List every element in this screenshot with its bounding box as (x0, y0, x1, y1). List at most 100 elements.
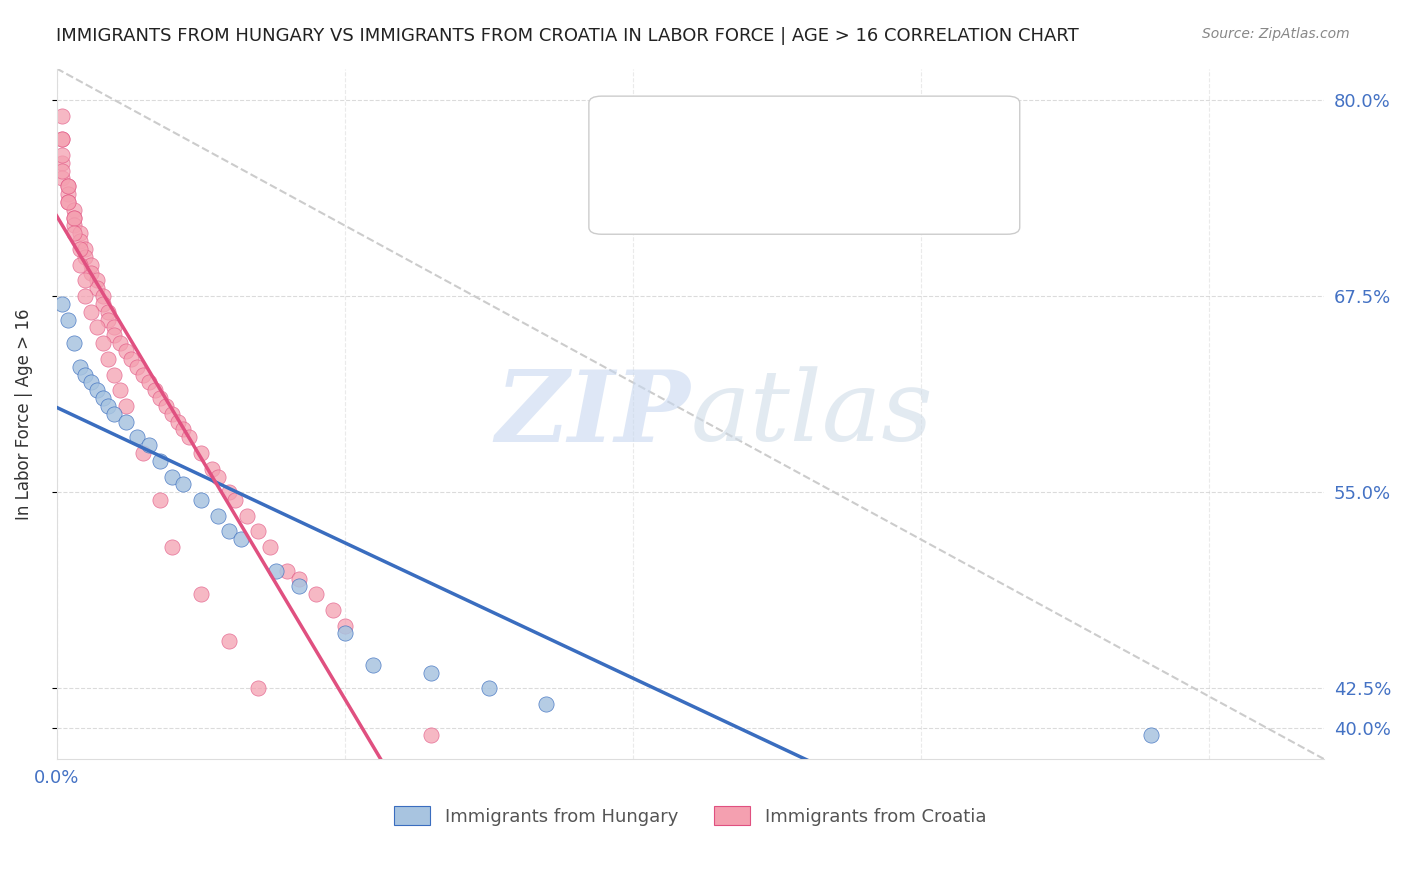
Point (114, 399, 136, 413)
Text: atlas: atlas (690, 366, 934, 461)
Point (86, 281, 108, 295)
Point (287, 572, 309, 586)
Point (56, 179, 79, 194)
Point (63, 211, 86, 225)
Point (80, 376, 103, 390)
Point (166, 415, 188, 429)
Point (114, 415, 136, 429)
Point (132, 446, 155, 460)
Point (75, 250, 97, 264)
Point (97, 399, 120, 413)
Point (172, 422, 194, 436)
Point (69, 227, 91, 241)
Point (132, 368, 155, 382)
Point (229, 533, 252, 547)
Point (322, 603, 344, 617)
Point (69, 234, 91, 248)
Point (160, 469, 183, 483)
Point (536, 697, 558, 711)
Text: IMMIGRANTS FROM HUNGARY VS IMMIGRANTS FROM CROATIA IN LABOR FORCE | AGE > 16 COR: IMMIGRANTS FROM HUNGARY VS IMMIGRANTS FR… (56, 27, 1078, 45)
Point (51, 132, 73, 146)
Point (160, 540, 183, 554)
Point (224, 493, 246, 508)
Point (103, 407, 125, 421)
Point (51, 132, 73, 146)
Point (75, 242, 97, 256)
Point (276, 564, 298, 578)
Point (259, 540, 281, 554)
Point (103, 328, 125, 343)
Point (108, 383, 131, 397)
Point (56, 194, 79, 209)
Point (149, 454, 172, 468)
Point (121, 351, 143, 366)
Point (190, 493, 212, 508)
Point (86, 320, 108, 334)
Point (149, 493, 172, 508)
Point (138, 376, 160, 390)
Point (155, 399, 177, 413)
Point (86, 273, 108, 287)
Y-axis label: In Labor Force | Age > 16: In Labor Force | Age > 16 (15, 308, 32, 519)
Point (69, 242, 91, 256)
Point (51, 297, 73, 311)
Point (51, 171, 73, 186)
Point (97, 351, 120, 366)
Point (478, 681, 501, 696)
Point (247, 524, 270, 539)
FancyBboxPatch shape (589, 96, 1019, 235)
Point (51, 109, 73, 123)
Point (363, 657, 385, 672)
Point (108, 336, 131, 351)
Point (75, 368, 97, 382)
Point (97, 312, 120, 326)
Point (420, 729, 443, 743)
Point (63, 227, 86, 241)
Point (190, 446, 212, 460)
Point (91, 289, 114, 303)
Point (56, 312, 79, 326)
Point (218, 634, 240, 648)
Point (80, 305, 103, 319)
Text: ZIP: ZIP (495, 366, 690, 462)
Point (218, 485, 240, 500)
Point (63, 202, 86, 217)
Point (69, 359, 91, 374)
Point (305, 587, 328, 601)
Point (56, 194, 79, 209)
Point (91, 391, 114, 405)
Point (264, 564, 287, 578)
Point (63, 211, 86, 225)
Point (172, 477, 194, 491)
Point (63, 336, 86, 351)
Point (207, 469, 229, 483)
Point (75, 289, 97, 303)
Point (138, 438, 160, 452)
Point (91, 297, 114, 311)
Point (63, 219, 86, 233)
Point (333, 626, 356, 640)
Point (51, 148, 73, 162)
Point (127, 430, 149, 444)
Point (160, 407, 183, 421)
Point (103, 368, 125, 382)
Point (287, 579, 309, 593)
Point (143, 383, 166, 397)
Point (75, 273, 97, 287)
Point (80, 266, 103, 280)
Legend: Immigrants from Hungary, Immigrants from Croatia: Immigrants from Hungary, Immigrants from… (387, 799, 994, 833)
Point (207, 508, 229, 523)
Point (56, 187, 79, 202)
Point (127, 359, 149, 374)
Point (91, 336, 114, 351)
Text: Source: ZipAtlas.com: Source: ZipAtlas.com (1202, 27, 1350, 41)
Point (114, 343, 136, 358)
Point (190, 587, 212, 601)
Point (420, 665, 443, 680)
Point (333, 618, 356, 632)
Point (103, 320, 125, 334)
Point (247, 681, 270, 696)
Point (1140, 729, 1163, 743)
Point (56, 179, 79, 194)
Point (177, 430, 200, 444)
